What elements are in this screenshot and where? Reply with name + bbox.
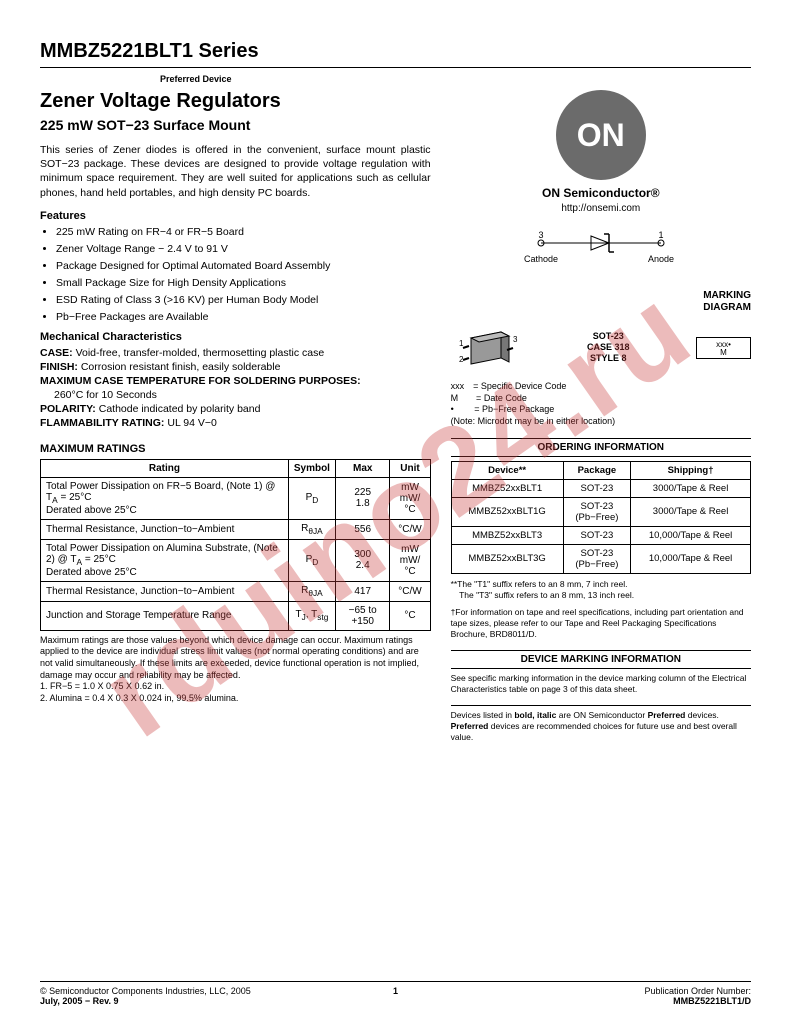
table-header: Symbol <box>288 459 335 477</box>
polarity-label: POLARITY: <box>40 403 96 415</box>
preferred-label: Preferred Device <box>160 74 751 84</box>
company-name: ON Semiconductor® <box>451 186 751 200</box>
table-header: Device** <box>451 461 563 479</box>
device-marking-text: See specific marking information in the … <box>451 673 751 695</box>
svg-text:Cathode: Cathode <box>524 254 558 264</box>
table-header: Max <box>335 459 389 477</box>
footer-right: Publication Order Number:MMBZ5221BLT1/D <box>644 986 751 1006</box>
zener-symbol-diagram: 3 1 Cathode Anode <box>451 228 751 278</box>
ordering-table: Device** Package Shipping† MMBZ52xxBLT1S… <box>451 461 751 574</box>
maxtemp-text: 260°C for 10 Seconds <box>54 389 157 401</box>
series-title: MMBZ5221BLT1 Series <box>40 40 751 63</box>
table-header: Rating <box>41 459 289 477</box>
package-label: SOT-23CASE 318STYLE 8 <box>587 331 630 363</box>
marking-diagram-row: 1 2 3 SOT-23CASE 318STYLE 8 xxx•M <box>451 320 751 375</box>
feature-item: Package Designed for Optimal Automated B… <box>56 260 431 272</box>
table-row: MMBZ52xxBLT3GSOT-23(Pb−Free)10,000/Tape … <box>451 544 750 573</box>
table-row: Total Power Dissipation on Alumina Subst… <box>41 539 431 581</box>
svg-text:1: 1 <box>459 339 464 348</box>
page-footer: © Semiconductor Components Industries, L… <box>40 981 751 1006</box>
case-label: CASE: <box>40 347 73 359</box>
features-heading: Features <box>40 210 431 222</box>
table-header: Unit <box>390 459 430 477</box>
flam-text: UL 94 V−0 <box>164 417 216 429</box>
chip-marking-box: xxx•M <box>696 337 751 359</box>
ratings-table: Rating Symbol Max Unit Total Power Dissi… <box>40 459 431 631</box>
table-row: MMBZ52xxBLT1GSOT-23(Pb−Free)3000/Tape & … <box>451 497 750 526</box>
table-row: MMBZ52xxBLT3SOT-2310,000/Tape & Reel <box>451 526 750 544</box>
device-marking-heading: DEVICE MARKING INFORMATION <box>451 650 751 669</box>
maxtemp-label: MAXIMUM CASE TEMPERATURE FOR SOLDERING P… <box>40 375 361 387</box>
sot23-icon: 1 2 3 <box>451 320 521 375</box>
subtitle: 225 mW SOT−23 Surface Mount <box>40 117 431 133</box>
svg-text:2: 2 <box>459 355 464 364</box>
finish-text: Corrosion resistant finish, easily solde… <box>78 361 281 373</box>
svg-text:3: 3 <box>513 335 518 344</box>
divider <box>40 67 751 68</box>
table-row: Junction and Storage Temperature Range T… <box>41 601 431 630</box>
right-column: ON ON Semiconductor® http://onsemi.com 3… <box>451 90 751 743</box>
ratings-notes: Maximum ratings are those values beyond … <box>40 635 431 705</box>
intro-paragraph: This series of Zener diodes is offered i… <box>40 143 431 200</box>
table-header: Shipping† <box>631 461 751 479</box>
company-url: http://onsemi.com <box>451 203 751 214</box>
table-row: Thermal Resistance, Junction−to−Ambient … <box>41 581 431 601</box>
mechanical-block: CASE: Void-free, transfer-molded, thermo… <box>40 347 431 429</box>
main-title: Zener Voltage Regulators <box>40 90 431 113</box>
polarity-text: Cathode indicated by polarity band <box>96 403 261 415</box>
ordering-heading: ORDERING INFORMATION <box>451 438 751 457</box>
page-number: 1 <box>393 986 398 996</box>
svg-text:3: 3 <box>538 230 543 240</box>
feature-item: ESD Rating of Class 3 (>16 KV) per Human… <box>56 294 431 306</box>
svg-text:1: 1 <box>658 230 663 240</box>
left-column: Zener Voltage Regulators 225 mW SOT−23 S… <box>40 90 431 743</box>
table-row: MMBZ52xxBLT1SOT-233000/Tape & Reel <box>451 479 750 497</box>
marking-legend: xxx = Specific Device CodeM = Date Code•… <box>451 381 751 428</box>
ordering-note: †For information on tape and reel specif… <box>451 607 751 640</box>
feature-item: Zener Voltage Range − 2.4 V to 91 V <box>56 243 431 255</box>
table-row: Thermal Resistance, Junction−to−Ambient … <box>41 519 431 539</box>
table-row: Total Power Dissipation on FR−5 Board, (… <box>41 477 431 519</box>
flam-label: FLAMMABILITY RATING: <box>40 417 164 429</box>
feature-item: 225 mW Rating on FR−4 or FR−5 Board <box>56 226 431 238</box>
feature-item: Small Package Size for High Density Appl… <box>56 277 431 289</box>
svg-text:Anode: Anode <box>648 254 674 264</box>
marking-diagram-title: MARKINGDIAGRAM <box>451 290 751 314</box>
features-list: 225 mW Rating on FR−4 or FR−5 Board Zene… <box>40 226 431 323</box>
ratings-heading: MAXIMUM RATINGS <box>40 443 431 455</box>
mechanical-heading: Mechanical Characteristics <box>40 331 431 343</box>
ordering-note: **The "T1" suffix refers to an 8 mm, 7 i… <box>451 579 751 601</box>
on-logo: ON <box>556 90 646 180</box>
case-text: Void-free, transfer-molded, thermosettin… <box>73 347 325 359</box>
preferred-devices-note: Devices listed in bold, italic are ON Se… <box>451 705 751 743</box>
table-header: Package <box>563 461 630 479</box>
footer-left: © Semiconductor Components Industries, L… <box>40 986 251 1006</box>
feature-item: Pb−Free Packages are Available <box>56 311 431 323</box>
finish-label: FINISH: <box>40 361 78 373</box>
